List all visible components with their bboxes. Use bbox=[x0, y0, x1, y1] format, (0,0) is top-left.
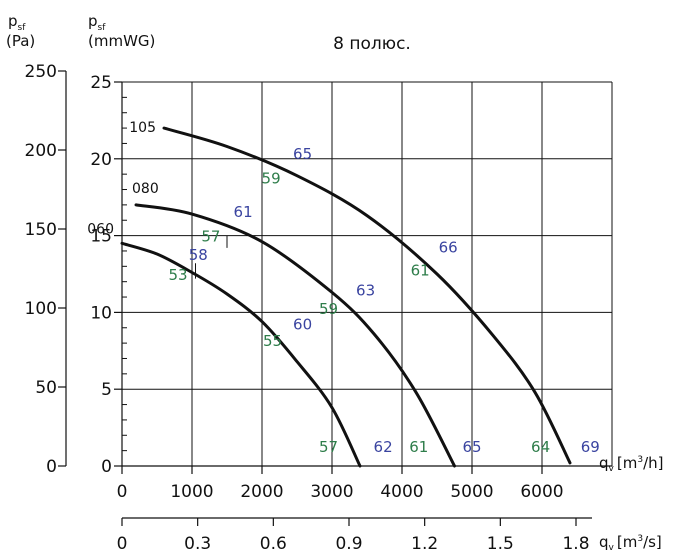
series-label-080: 080 bbox=[132, 181, 159, 197]
x1-tick-label: 0 bbox=[117, 482, 128, 502]
series-label-060: 060 bbox=[87, 221, 114, 237]
x2-tick-label: 1.8 bbox=[562, 534, 589, 552]
sound-level-label: 69 bbox=[581, 438, 600, 456]
y-right-axis-unit: (mmWG) bbox=[88, 32, 155, 50]
x2-axis-unit-pre: [m bbox=[617, 533, 637, 551]
y-left-axis-sub: sf bbox=[18, 23, 27, 33]
y-left-axis-symbol: psf bbox=[8, 12, 26, 33]
x2-axis-sup: 3 bbox=[637, 534, 643, 544]
x1-tick-label: 1000 bbox=[170, 482, 213, 502]
sound-level-label: 60 bbox=[293, 315, 312, 333]
sound-level-label: 64 bbox=[531, 438, 550, 456]
grid-lines bbox=[122, 81, 613, 466]
sound-level-label: 61 bbox=[234, 203, 253, 221]
y-left-tick-label: 250 bbox=[25, 62, 57, 82]
x1-axis-unit-post: /h] bbox=[643, 454, 663, 472]
x2-axis-label: qv [m3/s] bbox=[599, 533, 662, 552]
y-left-axis-label: psf (Pa) bbox=[6, 12, 35, 50]
x1-tick-label: 4000 bbox=[380, 482, 423, 502]
fan-curve-060 bbox=[120, 241, 362, 468]
sound-level-label: 53 bbox=[168, 266, 187, 284]
x1-axis-sup: 3 bbox=[637, 455, 643, 465]
x2-tick-label: 1.5 bbox=[487, 534, 514, 552]
sound-level-label: 62 bbox=[374, 438, 393, 456]
fan-curve-080 bbox=[134, 203, 456, 468]
x2-tick-label: 0.6 bbox=[260, 534, 287, 552]
axes bbox=[58, 70, 612, 526]
x1-tick-label: 6000 bbox=[520, 482, 563, 502]
x1-tick-label: 3000 bbox=[310, 482, 353, 502]
x2-tick-label: 0 bbox=[117, 534, 128, 552]
x1-axis-sub: v bbox=[609, 464, 615, 474]
sound-level-label: 57 bbox=[201, 228, 220, 246]
sound-level-label: 65 bbox=[293, 145, 312, 163]
x1-axis-label: qv [m3/h] bbox=[599, 454, 663, 474]
sound-level-label: 57 bbox=[319, 438, 338, 456]
sound-level-label: 55 bbox=[263, 332, 282, 350]
y-left-tick-label: 50 bbox=[35, 378, 57, 398]
marker-lines bbox=[195, 157, 543, 466]
x2-axis-unit-post: /s] bbox=[643, 533, 662, 551]
y-right-axis-symbol: psf bbox=[88, 12, 106, 33]
sound-level-label: 58 bbox=[189, 246, 208, 264]
y-left-axis-unit: (Pa) bbox=[6, 32, 35, 50]
y-left-tick-label: 0 bbox=[46, 457, 57, 477]
y-right-axis-sub: sf bbox=[98, 23, 107, 33]
x1-axis-main: q bbox=[599, 454, 609, 472]
y-left-tick-label: 150 bbox=[25, 220, 57, 240]
sound-level-label: 59 bbox=[262, 169, 281, 187]
y-right-tick-label: 5 bbox=[101, 380, 112, 400]
fan-curve-105 bbox=[162, 126, 572, 465]
y-left-tick-label: 100 bbox=[25, 299, 57, 319]
chart-title: 8 полюс. bbox=[333, 34, 411, 54]
x1-axis-unit-pre: [m bbox=[617, 454, 637, 472]
y-right-axis-main: p bbox=[88, 12, 98, 30]
x2-tick-label: 0.9 bbox=[335, 534, 362, 552]
curve-lines bbox=[120, 126, 572, 468]
x2-axis-sub: v bbox=[609, 543, 615, 552]
x1-tick-label: 2000 bbox=[240, 482, 283, 502]
y-right-tick-label: 10 bbox=[90, 303, 112, 323]
x2-tick-label: 0.3 bbox=[184, 534, 211, 552]
sound-level-label: 66 bbox=[439, 238, 458, 256]
y-right-tick-label: 25 bbox=[90, 73, 112, 93]
sound-level-label: 65 bbox=[462, 438, 481, 456]
series-label-105: 105 bbox=[129, 120, 156, 136]
x1-tick-label: 5000 bbox=[450, 482, 493, 502]
sound-level-label: 61 bbox=[411, 262, 430, 280]
sound-level-label: 59 bbox=[319, 300, 338, 318]
x2-tick-label: 1.2 bbox=[411, 534, 438, 552]
y-left-tick-label: 200 bbox=[25, 141, 57, 161]
y-left-axis-main: p bbox=[8, 12, 18, 30]
y-right-tick-label: 15 bbox=[90, 227, 112, 247]
y-right-axis-label: psf (mmWG) bbox=[88, 12, 155, 50]
y-right-tick-label: 20 bbox=[90, 150, 112, 170]
x2-axis-main: q bbox=[599, 533, 609, 551]
y-right-tick-label: 0 bbox=[101, 457, 112, 477]
sound-level-label: 61 bbox=[409, 438, 428, 456]
sound-level-label: 63 bbox=[356, 282, 375, 300]
